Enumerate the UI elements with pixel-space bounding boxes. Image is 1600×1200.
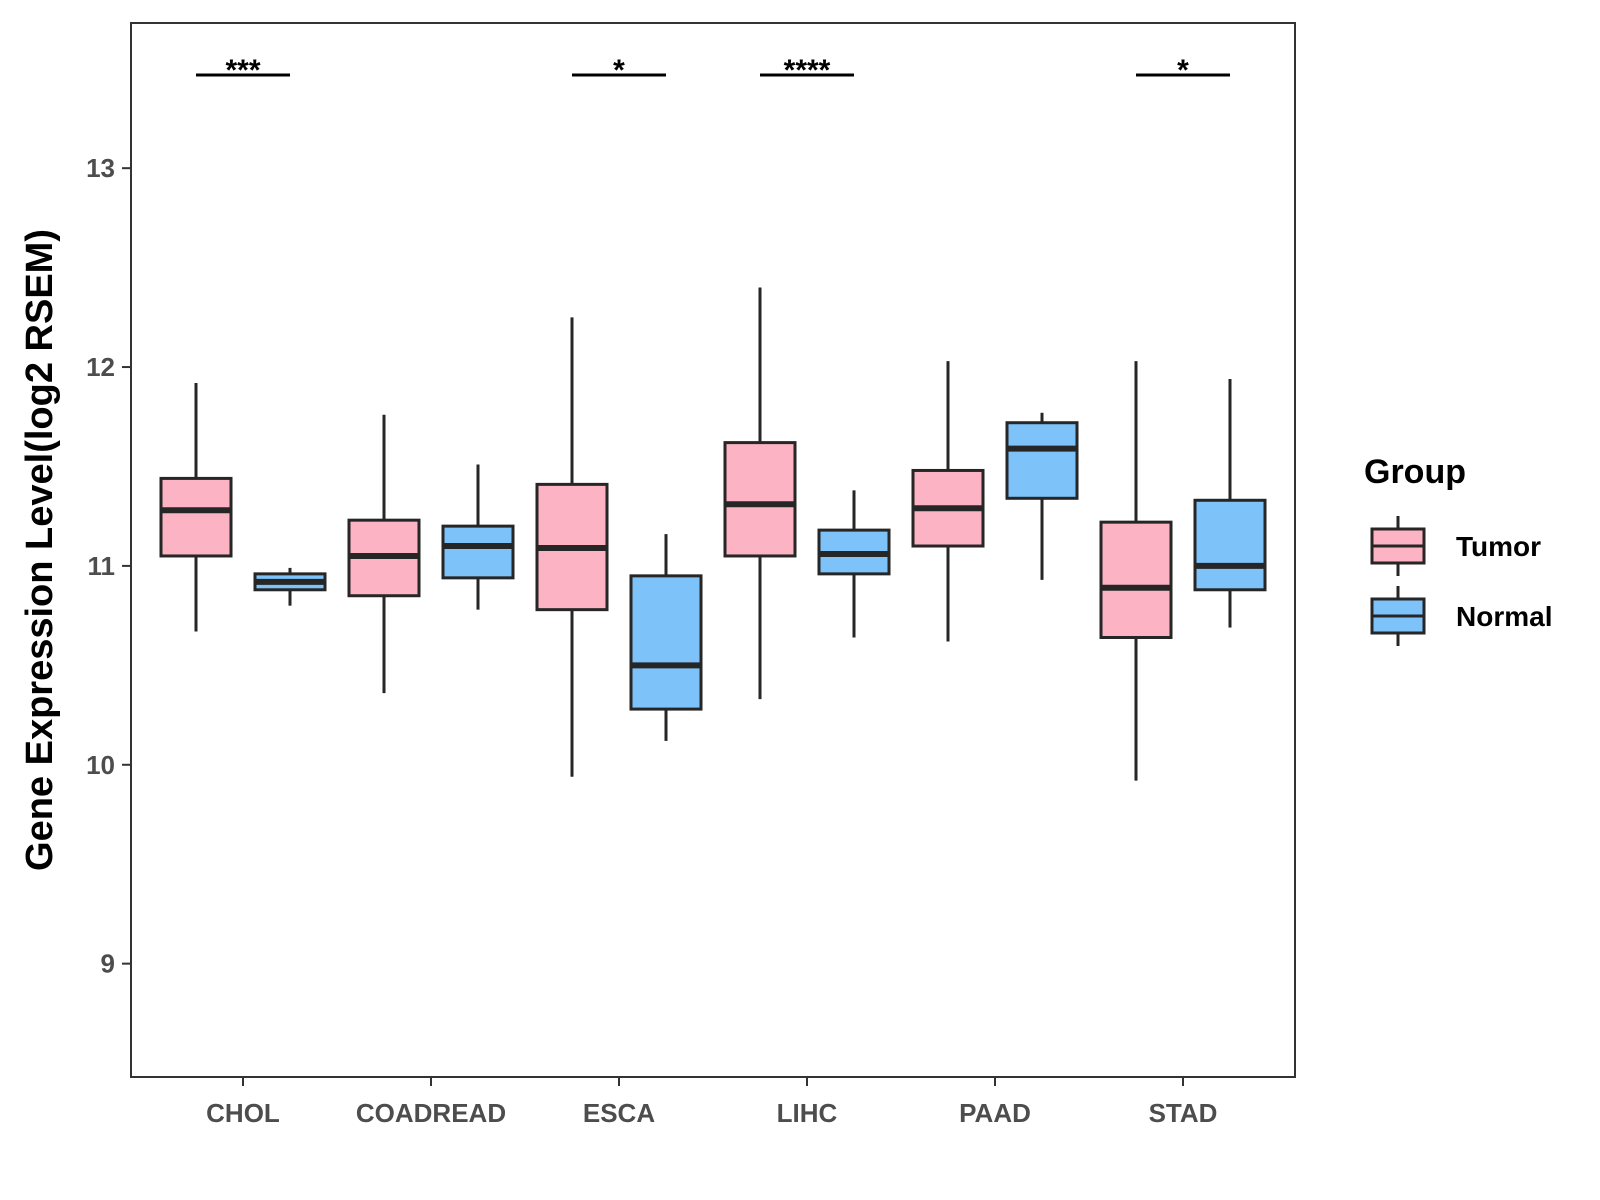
box-iqr (723, 441, 797, 558)
significance-label: * (1177, 54, 1189, 87)
legend-label: Tumor (1456, 531, 1541, 562)
box-tumor-stad (1099, 361, 1173, 781)
legend-title: Group (1364, 453, 1466, 491)
y-axis-title: Gene Expression Level(log2 RSEM) (19, 229, 61, 871)
box-iqr (1193, 498, 1267, 592)
box-tumor-coadread (347, 414, 421, 694)
x-tick-label: STAD (1149, 1098, 1218, 1128)
box-iqr (441, 524, 515, 580)
x-axis: CHOL COADREAD ESCA LIHC PAAD STAD (206, 1077, 1217, 1128)
box-series (159, 287, 1267, 781)
legend: Group Tumor Normal (1364, 453, 1552, 646)
box-normal-stad (1193, 378, 1267, 628)
y-tick-label: 10 (86, 750, 115, 780)
legend-label: Normal (1456, 601, 1552, 632)
x-tick-label: PAAD (959, 1098, 1031, 1128)
x-tick-label: COADREAD (356, 1098, 506, 1128)
significance-annotations: *** * **** * (196, 54, 1230, 87)
box-iqr (159, 476, 233, 558)
box-tumor-esca (535, 317, 609, 777)
x-tick-label: LIHC (777, 1098, 838, 1128)
box-normal-paad (1005, 412, 1079, 580)
legend-entry-normal: Normal (1370, 586, 1552, 646)
legend-entry-tumor: Tumor (1370, 516, 1541, 576)
box-normal-coadread (441, 464, 515, 610)
box-iqr (1005, 421, 1079, 500)
y-tick-label: 11 (88, 551, 116, 581)
x-tick-label: ESCA (583, 1098, 655, 1128)
box-tumor-paad (911, 361, 985, 642)
y-tick-label: 13 (86, 153, 115, 183)
significance-label: * (613, 54, 625, 87)
y-tick-label: 12 (86, 352, 115, 382)
box-tumor-chol (159, 382, 233, 632)
box-normal-esca (629, 534, 703, 741)
box-iqr (1099, 520, 1173, 640)
box-normal-chol (253, 567, 327, 606)
y-tick-label: 9 (101, 949, 115, 979)
box-tumor-lihc (723, 287, 797, 700)
box-normal-lihc (817, 490, 891, 638)
y-axis: 9 10 11 12 13 (86, 153, 131, 979)
box-iqr (629, 574, 703, 711)
x-tick-label: CHOL (206, 1098, 280, 1128)
significance-label: *** (225, 54, 260, 87)
significance-label: **** (784, 54, 831, 87)
